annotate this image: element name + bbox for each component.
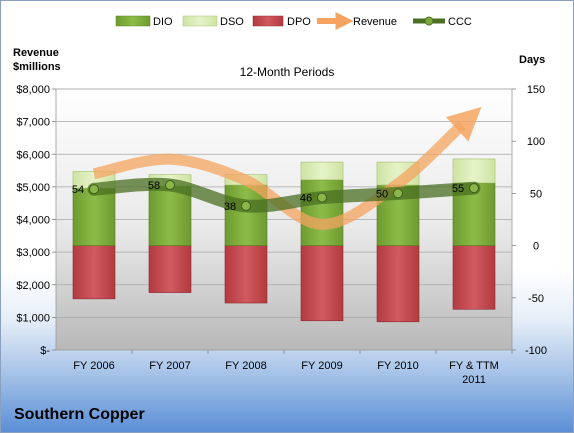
- ccc-data-label: 55: [452, 183, 464, 195]
- right-tick-label: 150: [527, 84, 545, 96]
- legend: DIO DSO DPO Revenue CCC: [115, 12, 472, 30]
- bar-dpo: [376, 245, 420, 323]
- left-tick-label: $2,000: [16, 280, 50, 292]
- ccc-data-label: 38: [224, 201, 236, 213]
- chart-title: 12-Month Periods: [240, 65, 335, 79]
- x-tick-label: FY 2007: [149, 360, 190, 372]
- right-tick-label: 50: [530, 188, 542, 200]
- company-name: Southern Copper: [14, 406, 145, 423]
- legend-item-revenue: Revenue: [317, 12, 397, 30]
- ccc-data-label: 58: [148, 180, 160, 192]
- x-tick-label: FY 2006: [73, 360, 114, 372]
- ccc-data-label: 54: [72, 184, 84, 196]
- left-tick-label: $-: [40, 345, 50, 357]
- left-tick-label: $1,000: [16, 312, 50, 324]
- x-tick-label: FY 2009: [301, 360, 342, 372]
- ccc-point: [89, 184, 99, 195]
- right-axis: -100 -50 0 50 100 150: [512, 84, 547, 357]
- legend-item-ccc: CCC: [413, 16, 472, 28]
- bar-dpo: [72, 245, 116, 300]
- x-tick-label: 2011: [462, 374, 486, 386]
- legend-label-dio: DIO: [153, 16, 173, 28]
- left-tick-label: $3,000: [16, 247, 50, 259]
- legend-label-dso: DSO: [220, 16, 244, 28]
- legend-item-dso: DSO: [182, 15, 244, 28]
- ccc-data-label: 50: [376, 188, 388, 200]
- left-tick-label: $4,000: [16, 215, 50, 227]
- right-tick-label: -50: [528, 293, 544, 305]
- left-tick-label: $7,000: [16, 117, 50, 129]
- right-tick-label: 100: [527, 136, 545, 148]
- revenue-line: [92, 107, 482, 230]
- ccc-point: [393, 188, 403, 199]
- legend-label-revenue: Revenue: [353, 16, 397, 28]
- right-tick-label: 0: [533, 241, 539, 253]
- bar-dio: [148, 185, 192, 246]
- bar-dio: [300, 179, 344, 246]
- left-tick-label: $5,000: [16, 182, 50, 194]
- bar-dpo: [148, 245, 192, 293]
- ccc-line: [87, 177, 481, 213]
- right-axis-label: Days: [519, 54, 545, 66]
- bar-dso: [452, 158, 496, 184]
- bar-dio: [72, 187, 116, 246]
- bar-dpo: [224, 245, 268, 304]
- x-tick-label: FY & TTM: [449, 360, 499, 372]
- legend-item-dio: DIO: [115, 15, 173, 28]
- legend-label-dpo: DPO: [287, 16, 311, 28]
- left-axis-label: Revenue: [13, 47, 59, 59]
- ccc-series: 54 58 38 46 50 55: [72, 177, 481, 213]
- left-tick-label: $6,000: [16, 149, 50, 161]
- ccc-point: [241, 200, 251, 211]
- ccc-point: [165, 180, 175, 191]
- legend-label-ccc: CCC: [448, 16, 472, 28]
- x-axis: FY 2006 FY 2007 FY 2008 FY 2009 FY 2010 FY & …: [73, 350, 513, 386]
- ccc-point: [469, 183, 479, 194]
- x-tick-label: FY 2010: [377, 360, 418, 372]
- right-tick-label: -100: [525, 345, 547, 357]
- ccc-point: [317, 192, 327, 203]
- bar-dpo: [300, 245, 344, 322]
- revenue-series: [92, 107, 482, 230]
- left-axis: $- $1,000 $2,000 $3,000 $4,000 $5,000 $6,000 $7…: [16, 84, 56, 357]
- bar-dso: [300, 161, 344, 181]
- bar-dio: [224, 184, 268, 246]
- ccc-data-label: 46: [300, 193, 312, 205]
- bar-dpo: [452, 245, 496, 310]
- left-axis-label-units: $millions: [13, 61, 61, 73]
- legend-item-dpo: DPO: [252, 15, 311, 28]
- x-tick-label: FY 2008: [225, 360, 266, 372]
- left-tick-label: $8,000: [16, 84, 50, 96]
